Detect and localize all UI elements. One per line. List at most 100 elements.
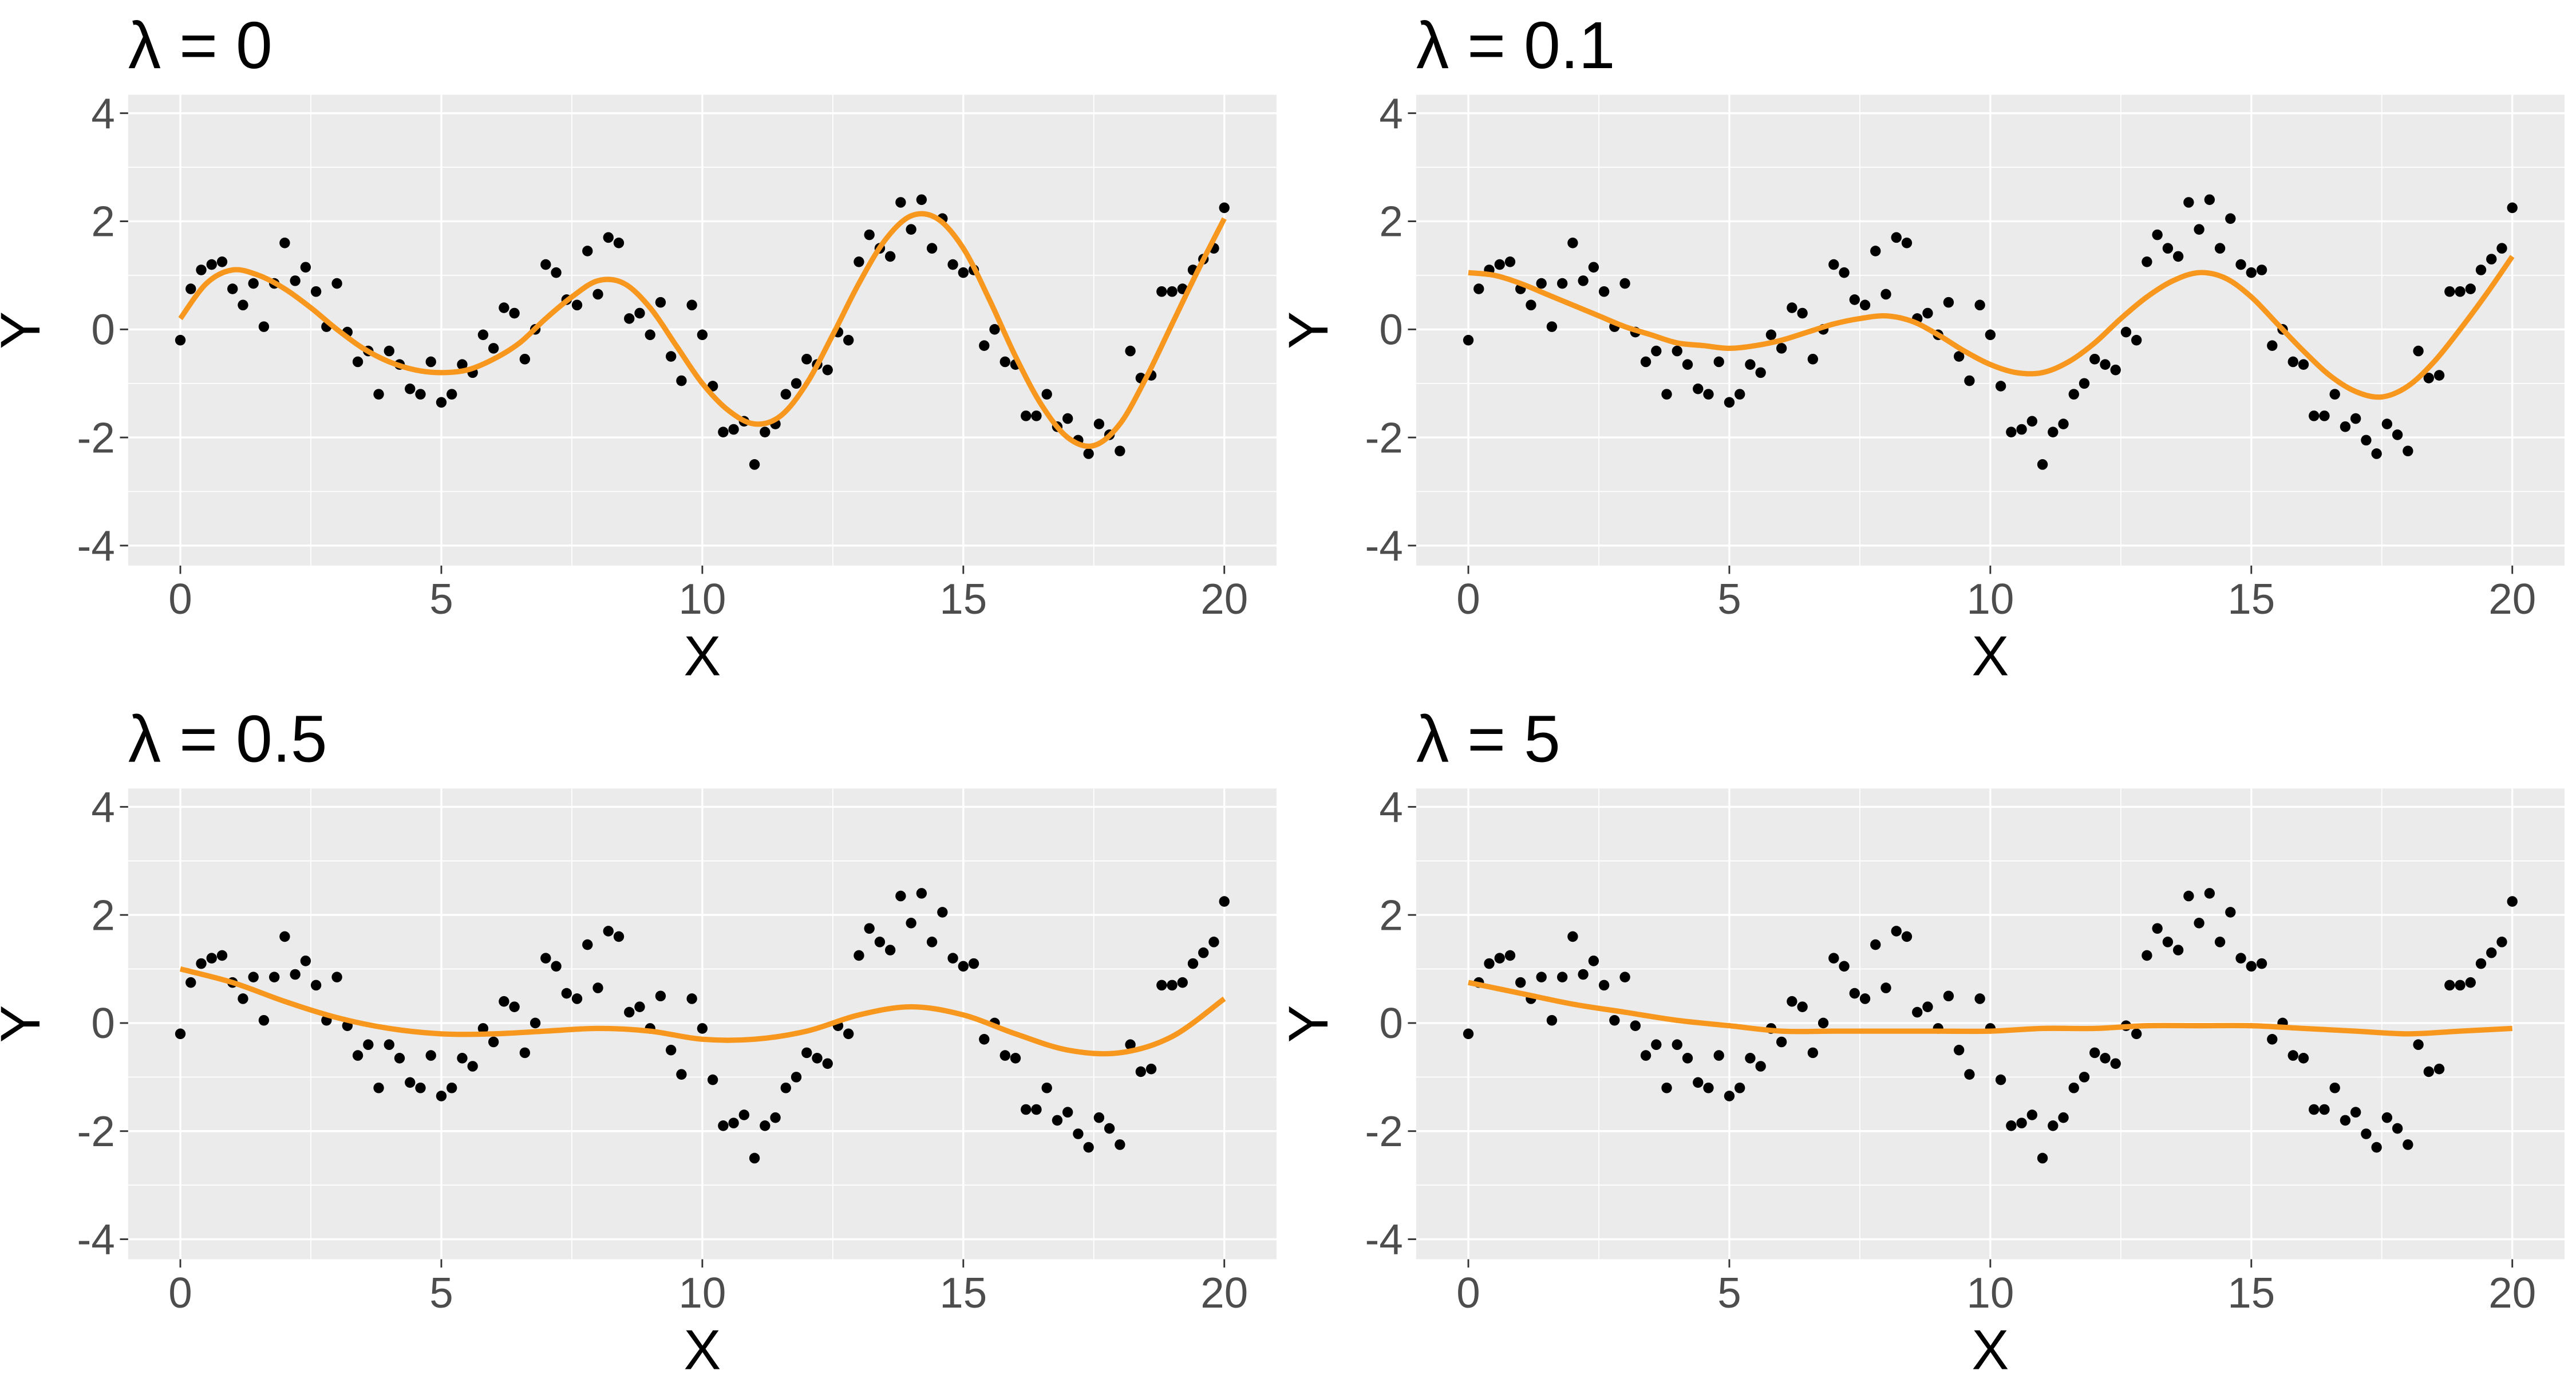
- data-point: [1713, 1050, 1724, 1061]
- y-axis-label: Y: [0, 311, 52, 349]
- data-point: [2006, 1120, 2017, 1131]
- data-point: [1083, 1142, 1094, 1153]
- fit-line: [1468, 980, 2512, 1037]
- data-point: [1021, 1104, 1032, 1115]
- data-point: [592, 982, 603, 993]
- data-point: [697, 1023, 708, 1034]
- data-point: [801, 1047, 812, 1059]
- data-point: [1494, 953, 1505, 964]
- data-point: [2287, 1050, 2298, 1061]
- data-point: [2381, 418, 2393, 429]
- data-point: [2110, 1058, 2121, 1069]
- data-point: [185, 977, 196, 988]
- data-point: [1849, 294, 1860, 305]
- data-point: [958, 267, 969, 278]
- data-point: [947, 259, 958, 270]
- data-point: [1052, 1115, 1063, 1126]
- chart-panel: -4 -2 0 2 4 0 5 10 15 20 λ = 0 X Y: [0, 8, 1277, 688]
- data-point: [2465, 283, 2476, 294]
- data-point: [363, 1039, 374, 1051]
- data-point: [1953, 351, 1965, 362]
- data-point: [1703, 1082, 1714, 1093]
- data-point: [874, 937, 886, 947]
- data-point: [1776, 343, 1787, 354]
- data-point: [331, 278, 342, 289]
- data-point: [1598, 980, 1610, 991]
- data-point: [2214, 937, 2226, 947]
- data-point: [718, 427, 729, 438]
- x-tick-label: 0: [1456, 575, 1480, 623]
- data-point: [2433, 1063, 2445, 1075]
- data-point: [791, 1072, 802, 1083]
- data-point: [1619, 278, 1630, 289]
- data-point: [634, 307, 645, 319]
- data-point: [884, 251, 896, 262]
- data-point: [1839, 961, 1850, 972]
- data-point: [425, 1050, 436, 1061]
- data-point: [676, 1069, 687, 1080]
- data-point: [895, 890, 906, 902]
- data-point: [1526, 299, 1536, 311]
- data-point: [2371, 448, 2382, 459]
- data-point: [352, 1050, 364, 1061]
- data-point: [1640, 1050, 1652, 1061]
- fit-line: [1468, 255, 2515, 400]
- data-point: [238, 993, 248, 1004]
- y-tick-label: -4: [77, 1215, 115, 1264]
- data-point: [822, 1058, 833, 1069]
- data-point: [665, 1044, 677, 1056]
- data-point: [2475, 264, 2487, 275]
- data-point: [2068, 1082, 2079, 1093]
- data-point: [1219, 202, 1230, 214]
- y-tick-label: -2: [1365, 413, 1403, 462]
- data-point: [884, 945, 896, 956]
- data-point: [1735, 389, 1745, 400]
- data-point: [1115, 445, 1125, 457]
- data-point: [447, 389, 457, 400]
- data-point: [1912, 1006, 1923, 1018]
- data-point: [1807, 1047, 1819, 1059]
- data-point: [238, 299, 248, 311]
- data-point: [1515, 977, 1526, 988]
- data-point: [1135, 1066, 1147, 1077]
- data-point: [1125, 345, 1136, 357]
- data-point: [196, 958, 207, 969]
- data-point: [1021, 410, 1032, 421]
- data-point: [2100, 359, 2111, 370]
- y-tick-label: -4: [77, 522, 115, 570]
- y-axis-label: Y: [0, 1005, 52, 1043]
- data-point: [2026, 416, 2038, 427]
- y-tick-label: 4: [91, 89, 115, 137]
- data-point: [2444, 286, 2455, 297]
- data-point: [457, 1053, 468, 1064]
- data-point: [1010, 1053, 1021, 1064]
- data-point: [1187, 958, 1199, 969]
- data-point: [2006, 427, 2017, 438]
- data-point: [718, 1120, 729, 1131]
- data-point: [2350, 413, 2361, 424]
- x-tick-label: 15: [939, 575, 987, 623]
- data-point: [2204, 194, 2215, 206]
- data-point: [1504, 256, 1516, 267]
- data-point: [2455, 980, 2466, 991]
- data-point: [1145, 1063, 1157, 1075]
- data-point: [2256, 958, 2267, 969]
- data-point: [760, 1120, 771, 1131]
- data-point: [1943, 297, 1954, 308]
- data-point: [2162, 937, 2174, 947]
- data-point: [1073, 1128, 1084, 1139]
- data-point: [373, 1082, 384, 1093]
- fit-line: [178, 211, 1227, 449]
- data-point: [488, 1036, 499, 1048]
- x-tick-label: 0: [1456, 1268, 1480, 1317]
- data-point: [2142, 256, 2152, 267]
- data-point: [499, 302, 509, 313]
- data-point: [655, 297, 666, 308]
- data-point: [227, 283, 238, 294]
- data-point: [634, 1001, 645, 1012]
- data-point: [2433, 370, 2445, 381]
- x-tick-label: 15: [2227, 1268, 2275, 1317]
- data-point: [1964, 1069, 1975, 1080]
- data-point: [2152, 229, 2163, 240]
- data-point: [1672, 1039, 1682, 1051]
